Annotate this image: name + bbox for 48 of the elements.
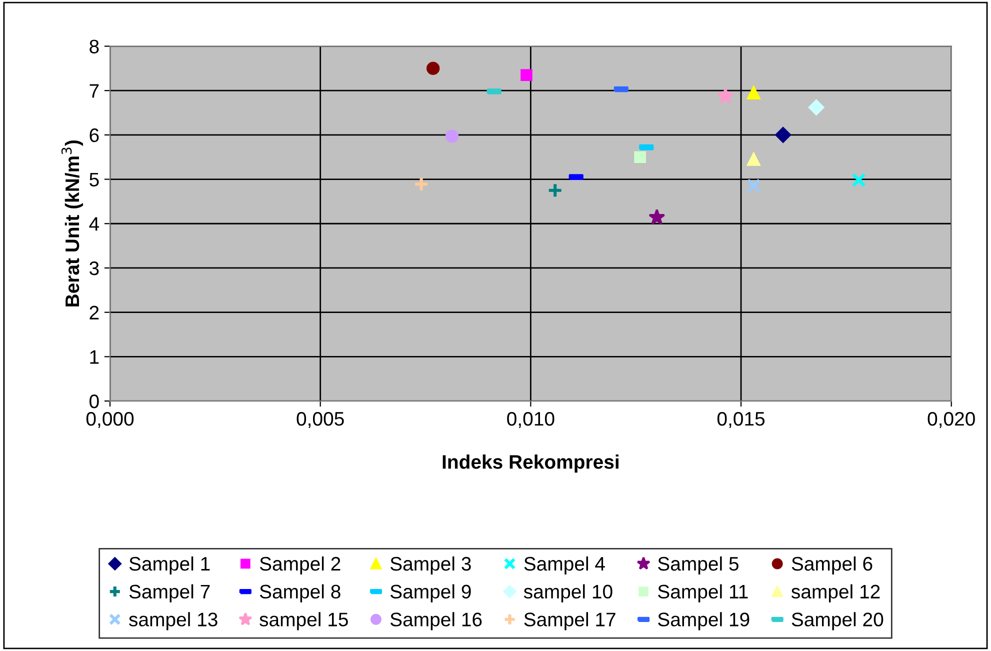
x-tick-label: 0,000 bbox=[86, 412, 134, 428]
legend-label: Sampel 8 bbox=[260, 584, 340, 602]
point bbox=[426, 62, 440, 75]
y-tick-label: 2 bbox=[90, 306, 99, 320]
x-tick-label: 0,005 bbox=[296, 412, 344, 428]
point bbox=[648, 208, 666, 225]
legend-label: sampel 15 bbox=[260, 612, 348, 630]
x-tick-label: 0,010 bbox=[507, 412, 554, 428]
point bbox=[547, 182, 563, 198]
x-tick-label: 0,015 bbox=[717, 412, 765, 428]
x-tick-label: 0,020 bbox=[928, 412, 975, 428]
y-axis-title: Berat Unit (kN/m$^{3}$) bbox=[61, 140, 84, 306]
point bbox=[634, 151, 646, 163]
point bbox=[852, 173, 866, 188]
point bbox=[808, 100, 824, 116]
legend-label: Sampel 4 bbox=[524, 556, 605, 575]
legend-label: Sampel 6 bbox=[792, 556, 872, 575]
point bbox=[747, 86, 760, 100]
legend-label: Sampel 19 bbox=[658, 612, 750, 630]
point bbox=[747, 152, 760, 166]
legend-label: Sampel 2 bbox=[260, 556, 340, 575]
y-tick-label: 1 bbox=[90, 350, 99, 364]
legend-label: Sampel 7 bbox=[129, 584, 210, 602]
legend-label: Sampel 1 bbox=[129, 556, 210, 575]
legend-label: Sampel 9 bbox=[390, 584, 471, 602]
point bbox=[520, 69, 532, 81]
y-tick-label: 3 bbox=[90, 261, 99, 276]
legend-label: Sampel 11 bbox=[658, 584, 748, 602]
legend-label: sampel 13 bbox=[129, 612, 218, 630]
y-tick-label: 7 bbox=[90, 84, 99, 98]
x-axis-title: Indeks Rekompresi bbox=[442, 454, 618, 473]
legend-label: Sampel 20 bbox=[792, 612, 884, 630]
legend-label: Sampel 3 bbox=[390, 556, 471, 575]
y-tick-label: 4 bbox=[89, 217, 100, 231]
point bbox=[775, 127, 792, 143]
legend-label: Sampel 5 bbox=[658, 556, 738, 575]
y-tick-label: 0 bbox=[90, 394, 99, 408]
point bbox=[746, 178, 761, 193]
legend-label: sampel 12 bbox=[791, 584, 880, 602]
y-tick-label: 8 bbox=[90, 40, 99, 54]
y-tick-label: 6 bbox=[90, 128, 99, 142]
legend-label: Sampel 17 bbox=[524, 612, 616, 630]
point bbox=[414, 176, 430, 192]
legend-label: sampel 10 bbox=[524, 584, 612, 602]
point bbox=[445, 130, 459, 143]
point bbox=[717, 88, 734, 104]
legend-label: Sampel 16 bbox=[390, 612, 482, 630]
y-tick-label: 5 bbox=[90, 172, 99, 187]
